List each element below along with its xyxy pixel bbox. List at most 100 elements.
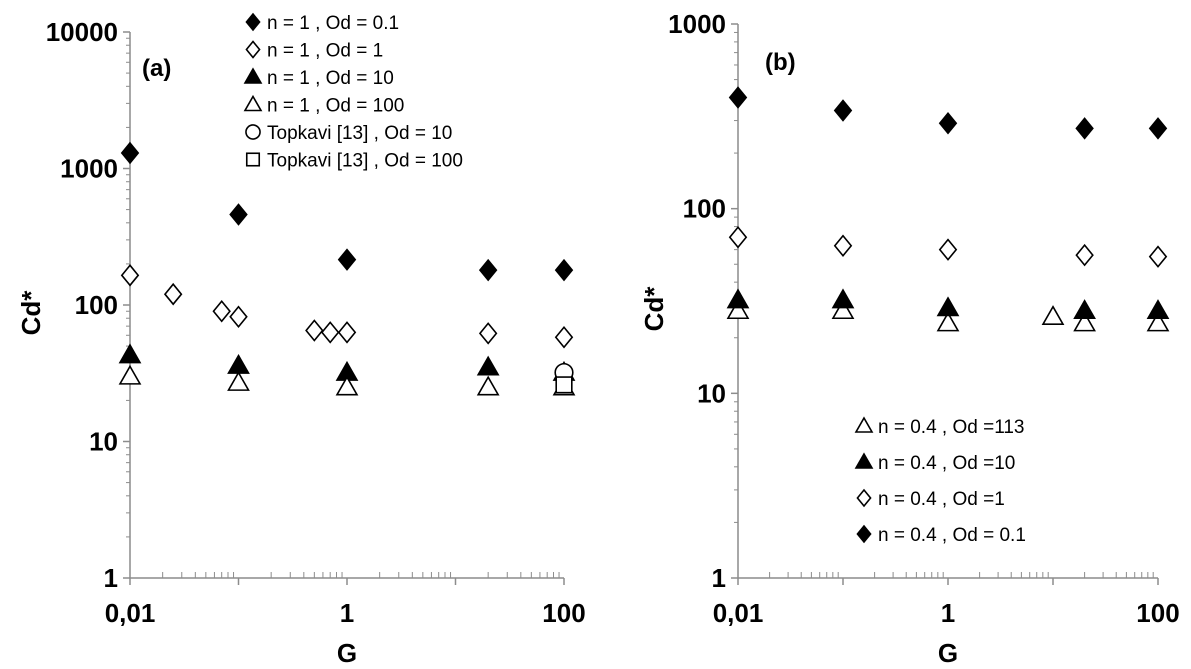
data-point bbox=[1073, 299, 1096, 320]
data-point bbox=[476, 375, 500, 396]
data-point bbox=[229, 203, 248, 226]
chart-panel-2: 1 10 100 1000 0,01 1 100 G Cd* (b) n = 0.4 , Od =1… bbox=[639, 9, 1180, 668]
legend-marker bbox=[245, 40, 261, 59]
data-point bbox=[120, 141, 140, 165]
data-point bbox=[1075, 243, 1094, 267]
chart-panel-1: 1 10 100 1000 10000 0,01 1 100 G Cd* (a) n = 1 , Od… bbox=[16, 12, 586, 668]
data-point bbox=[726, 288, 750, 309]
data-point bbox=[936, 296, 960, 317]
y-axis-title: Cd* bbox=[639, 286, 669, 332]
data-point bbox=[1148, 245, 1168, 268]
data-point bbox=[337, 321, 357, 344]
legend-label: n = 0.4 , Od =113 bbox=[878, 417, 1024, 438]
legend-item: n = 1 , Od = 100 bbox=[243, 94, 404, 117]
panel-label: (a) bbox=[142, 55, 171, 82]
legend-label: n = 0.4 , Od =1 bbox=[878, 489, 1005, 510]
data-point bbox=[118, 343, 142, 364]
data-point bbox=[1146, 299, 1170, 320]
legend-item: n = 0.4 , Od =1 bbox=[856, 488, 1005, 510]
x-axis-title: G bbox=[938, 638, 958, 668]
data-point bbox=[118, 364, 142, 385]
data-point bbox=[478, 258, 498, 282]
data-point bbox=[831, 299, 855, 320]
y-tick-label: 10 bbox=[697, 378, 726, 408]
y-tick-label: 100 bbox=[683, 194, 726, 224]
data-point bbox=[1075, 117, 1094, 140]
legend-item: Topkavi [13] , Od = 100 bbox=[245, 151, 463, 172]
y-tick-label: 100 bbox=[75, 290, 118, 320]
data-point bbox=[555, 376, 573, 394]
legend: n = 1 , Od = 0.1 n = 1 , Od = 1 n = 1 , Od… bbox=[243, 12, 463, 172]
legend-label: n = 1 , Od = 10 bbox=[267, 68, 394, 89]
data-point bbox=[938, 238, 958, 261]
legend-item: n = 0.4 , Od =113 bbox=[854, 416, 1024, 438]
legend-marker bbox=[856, 488, 872, 508]
legend-item: n = 0.4 , Od = 0.1 bbox=[856, 524, 1026, 546]
legend-label: n = 1 , Od = 100 bbox=[267, 96, 404, 117]
data-point bbox=[936, 311, 960, 332]
x-tick-label: 0,01 bbox=[105, 598, 156, 628]
series-3 bbox=[728, 226, 1168, 268]
legend-marker bbox=[854, 416, 874, 433]
legend-item: n = 0.4 , Od =10 bbox=[854, 452, 1015, 474]
legend-marker bbox=[245, 152, 261, 167]
data-point bbox=[478, 322, 498, 345]
data-point bbox=[120, 264, 140, 287]
data-point bbox=[1073, 311, 1096, 332]
legend-marker bbox=[245, 124, 261, 140]
legend-marker bbox=[243, 94, 263, 112]
data-point bbox=[227, 371, 250, 391]
panel-label: (b) bbox=[765, 49, 796, 76]
legend-marker bbox=[854, 452, 874, 469]
x-tick-label: 100 bbox=[542, 598, 585, 628]
series-4 bbox=[728, 86, 1168, 140]
legend-item: n = 1 , Od = 10 bbox=[243, 67, 394, 89]
x-tick-label: 1 bbox=[941, 598, 955, 628]
legend-item: n = 1 , Od = 1 bbox=[245, 40, 383, 62]
series-1 bbox=[726, 299, 1170, 332]
data-point bbox=[476, 355, 500, 376]
x-tick-label: 100 bbox=[1136, 598, 1179, 628]
series-1 bbox=[120, 141, 574, 282]
series-2 bbox=[726, 288, 1170, 320]
x-axis-title: G bbox=[337, 638, 357, 668]
data-point bbox=[1146, 311, 1170, 332]
legend-item: Topkavi [13] , Od = 10 bbox=[245, 123, 452, 144]
y-tick-label: 10000 bbox=[46, 17, 118, 47]
data-point bbox=[305, 319, 324, 342]
legend-label: Topkavi [13] , Od = 100 bbox=[267, 151, 463, 172]
data-point bbox=[938, 112, 958, 135]
data-point bbox=[229, 305, 248, 329]
legend-label: Topkavi [13] , Od = 10 bbox=[267, 123, 452, 144]
legend-label: n = 1 , Od = 0.1 bbox=[267, 13, 399, 34]
data-point bbox=[1148, 117, 1168, 140]
x-tick-label: 0,01 bbox=[713, 598, 764, 628]
legend-label: n = 0.4 , Od = 0.1 bbox=[878, 525, 1026, 546]
data-point bbox=[554, 258, 574, 282]
data-point bbox=[1041, 305, 1065, 326]
data-point bbox=[728, 226, 748, 249]
data-point bbox=[831, 288, 855, 309]
legend-marker bbox=[245, 12, 261, 32]
y-tick-label: 1000 bbox=[668, 9, 726, 39]
legend-marker bbox=[243, 67, 263, 84]
y-tick-label: 1000 bbox=[60, 154, 118, 184]
data-point bbox=[335, 375, 359, 396]
y-axis-title: Cd* bbox=[16, 290, 46, 336]
data-point bbox=[212, 299, 231, 323]
legend: n = 0.4 , Od =113 n = 0.4 , Od =10 n = 0.4… bbox=[854, 416, 1026, 546]
data-point bbox=[728, 86, 748, 109]
data-point bbox=[337, 248, 357, 271]
data-point bbox=[726, 299, 750, 320]
data-point bbox=[833, 99, 853, 122]
data-point bbox=[554, 326, 574, 349]
data-point bbox=[163, 282, 183, 306]
y-tick-label: 1 bbox=[712, 563, 726, 593]
series-6 bbox=[555, 376, 573, 394]
legend-label: n = 0.4 , Od =10 bbox=[878, 453, 1015, 474]
data-point bbox=[320, 321, 340, 344]
y-tick-label: 10 bbox=[89, 427, 118, 457]
x-tick-label: 1 bbox=[340, 598, 354, 628]
legend-item: n = 1 , Od = 0.1 bbox=[245, 12, 399, 34]
